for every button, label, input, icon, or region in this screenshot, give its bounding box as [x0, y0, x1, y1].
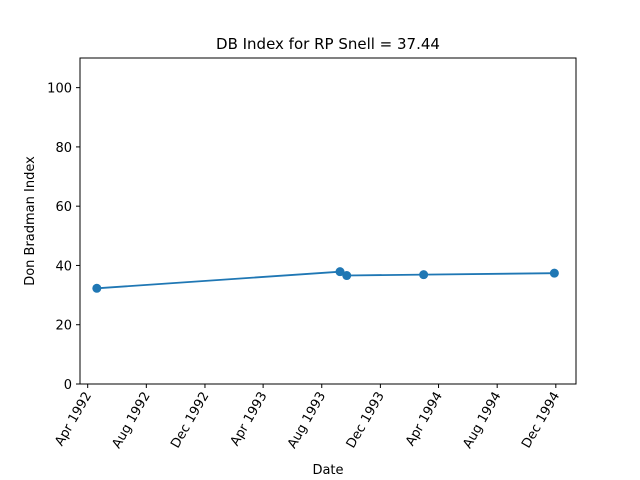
x-tick-label: Dec 1994: [519, 390, 563, 452]
data-point: [335, 267, 345, 277]
x-tick-label: Dec 1993: [344, 390, 388, 452]
data-point: [549, 268, 559, 278]
y-axis-label: Don Bradman Index: [23, 156, 38, 286]
y-tick-label: 0: [64, 378, 72, 393]
x-tick-label: Aug 1993: [285, 390, 329, 452]
y-tick-label: 60: [55, 200, 72, 215]
data-point: [342, 271, 352, 281]
x-tick-label: Aug 1992: [109, 390, 153, 452]
data-point: [419, 270, 429, 280]
data-point: [92, 283, 102, 293]
x-tick-label: Aug 1994: [460, 390, 504, 452]
plot-frame: [79, 57, 577, 385]
chart-title: DB Index for RP Snell = 37.44: [216, 35, 440, 53]
y-axis: 0 20 40 60 80 100: [47, 82, 80, 393]
x-axis-label: Date: [312, 463, 343, 478]
y-tick-label: 20: [55, 319, 72, 334]
x-axis: Apr 1992 Aug 1992 Dec 1992 Apr 1993 Aug 1993…: [52, 384, 563, 451]
plot-area: [79, 57, 577, 385]
series-layer: [92, 267, 559, 293]
x-tick-label: Apr 1992: [52, 390, 95, 449]
x-tick-label: Dec 1992: [168, 390, 212, 452]
y-tick-label: 80: [55, 141, 72, 156]
x-tick-label: Apr 1993: [228, 390, 271, 449]
y-tick-label: 100: [47, 82, 72, 97]
y-tick-label: 40: [55, 259, 72, 274]
x-tick-label: Apr 1994: [403, 390, 446, 449]
series-line: [96, 270, 555, 290]
